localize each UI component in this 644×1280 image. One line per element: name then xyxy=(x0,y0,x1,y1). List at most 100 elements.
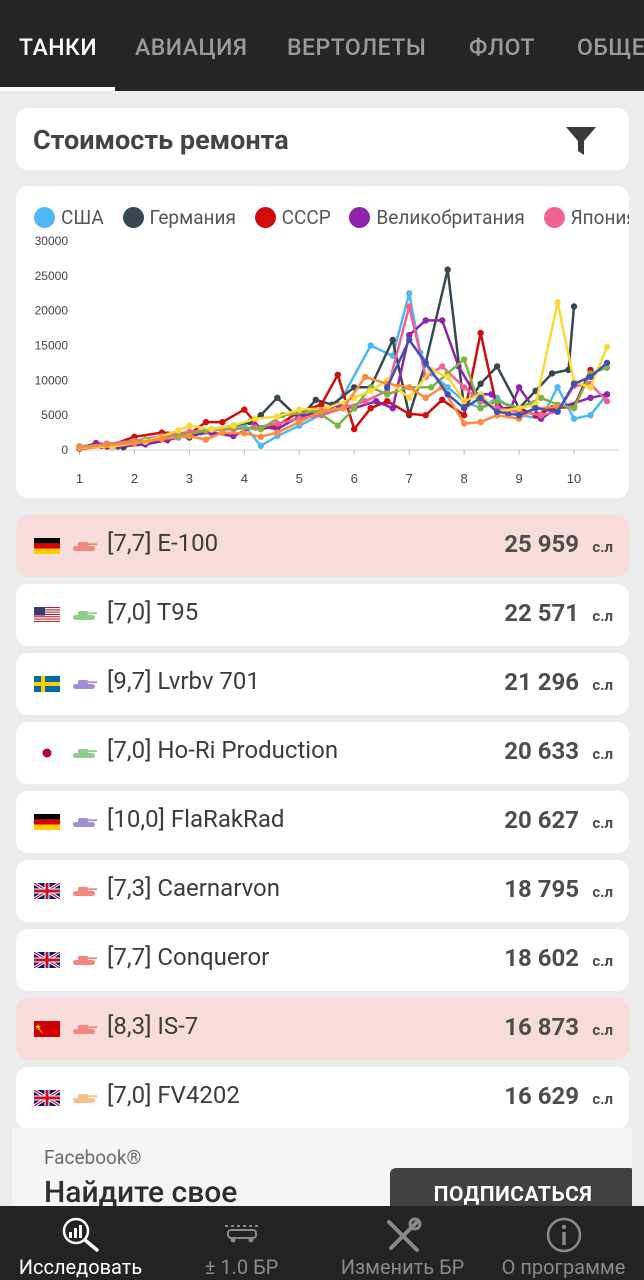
nav-about[interactable]: О программе xyxy=(483,1206,644,1280)
tab-tanks[interactable]: ТАНКИ xyxy=(19,34,98,61)
currency-unit: с.л xyxy=(592,538,613,556)
data-point xyxy=(460,405,468,412)
data-point xyxy=(334,371,341,378)
legend-label: СССР xyxy=(281,206,331,229)
data-point xyxy=(422,359,429,367)
data-point xyxy=(389,405,396,412)
data-point xyxy=(587,373,594,381)
subscribe-button[interactable]: ПОДПИСАТЬСЯ xyxy=(390,1168,632,1210)
legend-item-uk[interactable]: Великобритания xyxy=(349,206,525,229)
vehicle-row[interactable]: [7,0] Ho-Ri Production 20 633 с.л xyxy=(16,722,629,784)
data-point xyxy=(537,412,545,419)
repair-cost-value: 20 627 xyxy=(504,806,579,834)
data-point xyxy=(389,336,396,344)
data-point xyxy=(367,342,374,349)
data-point xyxy=(202,436,210,443)
data-point xyxy=(603,359,611,367)
x-tick-label: 10 xyxy=(567,471,581,486)
legend-item-japan[interactable]: Япония xyxy=(543,206,629,229)
ad-banner[interactable]: Facebook® Найдите свое ПОДПИСАТЬСЯ xyxy=(12,1128,632,1210)
currency-unit: с.л xyxy=(592,1021,613,1039)
ad-title: Найдите свое xyxy=(44,1175,238,1210)
header-card: Стоимость ремонта xyxy=(16,108,629,170)
x-tick-label: 4 xyxy=(241,471,248,486)
data-point xyxy=(493,363,501,370)
vehicle-row[interactable]: [7,0] T95 22 571 с.л xyxy=(16,584,629,646)
data-point xyxy=(406,394,413,401)
data-point xyxy=(570,405,578,412)
repair-cost-chart: 0 5000 10000 15000 20000 25000 30000 1 2 3 4 5 6 7 8 9 1… xyxy=(35,234,618,486)
legend-item-ussr[interactable]: СССР xyxy=(254,206,331,229)
filter-icon[interactable] xyxy=(564,124,598,158)
data-point xyxy=(439,317,446,324)
tank-icon xyxy=(73,1094,97,1103)
tab-fleet[interactable]: ФЛОТ xyxy=(469,34,535,61)
data-point xyxy=(318,407,325,415)
legend-dot xyxy=(254,207,276,228)
currency-unit: с.л xyxy=(592,676,613,694)
y-tick-label: 5000 xyxy=(41,408,68,422)
data-point xyxy=(362,398,369,405)
vehicle-row[interactable]: [7,3] Caernarvon 18 795 с.л xyxy=(16,860,629,922)
data-point xyxy=(603,391,611,398)
data-point xyxy=(334,422,341,429)
vehicle-row[interactable]: [8,3] IS-7 16 873 с.л xyxy=(16,998,629,1060)
flag-uk-icon xyxy=(34,952,60,968)
legend-item-usa[interactable]: США xyxy=(34,206,104,229)
top-tab-bar: ТАНКИ АВИАЦИЯ ВЕРТОЛЕТЫ ФЛОТ ОБЩЕ xyxy=(0,0,644,91)
data-point xyxy=(367,387,374,394)
vehicle-row[interactable]: [7,7] Conqueror 18 602 с.л xyxy=(16,929,629,991)
repair-cost-value: 20 633 xyxy=(504,737,579,765)
data-point xyxy=(296,418,303,426)
data-point xyxy=(422,394,429,401)
data-point xyxy=(570,380,578,387)
nav-change-br[interactable]: Изменить БР xyxy=(322,1206,483,1280)
data-point xyxy=(241,406,248,413)
currency-unit: с.л xyxy=(592,1090,613,1108)
data-point xyxy=(603,364,611,371)
data-point xyxy=(274,394,281,401)
data-point xyxy=(362,373,369,381)
data-point xyxy=(477,394,484,401)
vehicle-row[interactable]: [7,0] FV4202 16 629 с.л xyxy=(16,1067,629,1129)
y-tick-label: 30000 xyxy=(35,234,69,248)
data-point xyxy=(340,405,347,412)
series-line xyxy=(79,331,592,450)
tab-aviation[interactable]: АВИАЦИЯ xyxy=(135,34,248,61)
page-title: Стоимость ремонта xyxy=(33,124,289,156)
x-tick-label: 8 xyxy=(461,471,468,486)
legend-label: США xyxy=(61,206,104,229)
tab-helicopters[interactable]: ВЕРТОЛЕТЫ xyxy=(287,34,427,61)
nav-research[interactable]: Исследовать xyxy=(0,1206,161,1280)
vehicle-row[interactable]: [10,0] FlaRakRad 20 627 с.л xyxy=(16,791,629,853)
nav-label: О программе xyxy=(501,1255,626,1279)
data-point xyxy=(554,384,561,391)
currency-unit: с.л xyxy=(592,883,613,901)
chart-card: 0 5000 10000 15000 20000 25000 30000 1 2 3 4 5 6 7 8 9 1… xyxy=(16,186,629,498)
chart-legend: США Германия СССР Великобритания Япония xyxy=(34,206,629,229)
y-tick-label: 20000 xyxy=(35,304,69,318)
legend-item-germany[interactable]: Германия xyxy=(122,206,236,229)
data-point xyxy=(515,384,523,391)
data-point xyxy=(274,420,281,427)
tab-general[interactable]: ОБЩЕ xyxy=(577,34,644,61)
data-point xyxy=(389,352,396,360)
data-point xyxy=(241,430,248,437)
data-point xyxy=(351,405,358,412)
data-point xyxy=(406,336,413,344)
vehicle-row[interactable]: [9,7] Lvrbv 701 21 296 с.л xyxy=(16,653,629,715)
info-icon xyxy=(546,1217,582,1253)
research-icon xyxy=(62,1217,99,1252)
legend-dot xyxy=(543,207,565,228)
data-point xyxy=(493,398,501,405)
bottom-nav: Исследовать ± 1.0 БР Изменить БР О прогр… xyxy=(0,1206,644,1280)
vehicle-row[interactable]: [7,7] E-100 25 959 с.л xyxy=(16,515,629,577)
data-point xyxy=(460,384,468,391)
data-point xyxy=(274,413,281,420)
currency-unit: с.л xyxy=(592,745,613,763)
legend-dot xyxy=(34,207,55,228)
data-point xyxy=(460,398,468,405)
x-tick-label: 6 xyxy=(351,471,358,486)
data-point xyxy=(406,331,413,339)
nav-battle-rating[interactable]: ± 1.0 БР xyxy=(161,1206,322,1280)
